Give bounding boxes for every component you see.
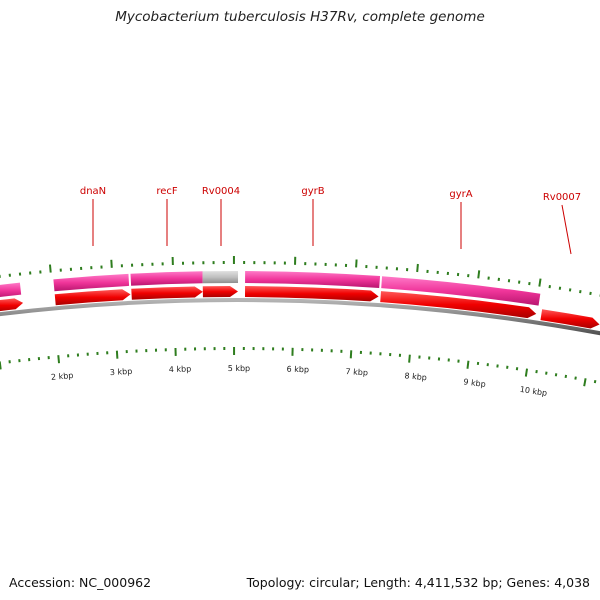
ruler-label: 8 kbp <box>404 371 427 382</box>
gene-leader-line <box>561 204 572 255</box>
mrna-band[interactable] <box>53 273 130 292</box>
ruler-label: 10 kbp <box>519 385 548 398</box>
accession-text: Accession: NC_000962 <box>9 575 152 590</box>
major-tick <box>57 355 61 364</box>
mrna-track <box>0 271 541 306</box>
ruler-label: 9 kbp <box>463 377 486 389</box>
ruler-label: 4 kbp <box>169 365 192 375</box>
mrna-band[interactable] <box>0 282 22 299</box>
gene-label-dnan[interactable]: dnaN <box>80 186 106 197</box>
cds-arrow[interactable] <box>245 286 379 302</box>
inner-tick-marks <box>0 347 597 387</box>
outer-tick-marks <box>0 256 600 297</box>
major-tick <box>408 354 411 363</box>
mrna-band[interactable] <box>130 271 203 286</box>
cds-track <box>0 286 600 329</box>
mrna-band[interactable] <box>381 276 541 306</box>
cds-arrow[interactable] <box>54 289 131 306</box>
major-tick <box>477 270 481 279</box>
minor-tick <box>564 374 568 379</box>
minor-tick <box>593 379 597 384</box>
major-tick <box>538 278 542 287</box>
genome-summary-text: Topology: circular; Length: 4,411,532 bp… <box>246 575 590 590</box>
major-tick <box>48 264 52 273</box>
mrna-band[interactable] <box>245 271 381 289</box>
pseudo-mrna-band[interactable] <box>202 271 239 284</box>
cds-arrow[interactable] <box>202 286 239 298</box>
minor-tick <box>589 291 592 296</box>
gene-label-rv0007[interactable]: Rv0007 <box>543 192 581 203</box>
major-tick <box>0 361 2 370</box>
gene-label-rv0004[interactable]: Rv0004 <box>202 186 240 197</box>
cds-arrow[interactable] <box>380 291 537 319</box>
ruler-label: 6 kbp <box>286 365 309 375</box>
gene-label-gyrb[interactable]: gyrB <box>301 186 324 197</box>
ruler-label: 5 kbp <box>228 364 250 373</box>
gene-labels: dnaN recF Rv0004 gyrB gyrA Rv0007 <box>80 186 581 255</box>
gene-label-gyra[interactable]: gyrA <box>449 189 472 200</box>
major-tick <box>583 378 587 387</box>
minor-tick <box>579 289 582 294</box>
ruler-label: 2 kbp <box>51 371 74 382</box>
cds-arrow[interactable] <box>540 309 600 329</box>
minor-tick <box>574 376 577 380</box>
ruler-labels: 2 kbp 3 kbp 4 kbp 5 kbp 6 kbp 7 kbp 8 kbp 9 kbp… <box>51 364 548 398</box>
major-tick <box>466 360 470 369</box>
major-tick <box>416 263 419 273</box>
cds-arrow[interactable] <box>0 298 24 312</box>
ruler-label: 7 kbp <box>345 367 368 377</box>
major-tick <box>524 368 529 377</box>
genome-backbone <box>0 298 600 336</box>
gene-label-recf[interactable]: recF <box>156 186 178 197</box>
ruler-label: 3 kbp <box>110 367 133 377</box>
cds-arrow[interactable] <box>131 286 203 300</box>
map-title: Mycobacterium tuberculosis H37Rv, comple… <box>115 9 485 25</box>
